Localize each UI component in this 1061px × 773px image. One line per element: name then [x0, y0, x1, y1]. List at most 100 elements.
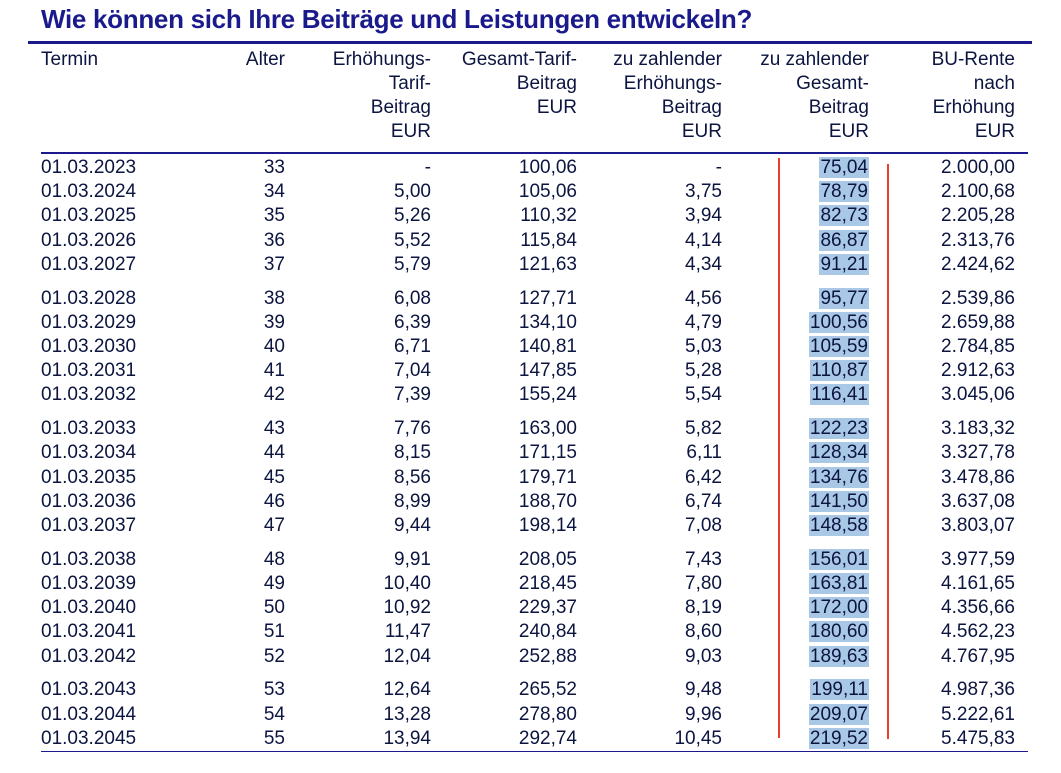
table-row: 01.03.2038 48 9,91 208,05 7,43 156,01 3.977,59 [0, 548, 1061, 572]
table-row: 01.03.2030 40 6,71 140,81 5,03 105,59 2.784,85 [0, 335, 1061, 359]
cell-zu-zahlender-gesamt-beitrag: 78,79 [819, 180, 869, 204]
highlighted-value: 86,87 [819, 230, 869, 251]
highlighted-value: 209,07 [809, 704, 869, 725]
table-row: 01.03.2033 43 7,76 163,00 5,82 122,23 3.183,32 [0, 417, 1061, 441]
highlighted-value: 141,50 [809, 491, 869, 512]
cell-bu-rente: 3.803,07 [941, 514, 1015, 538]
cell-zu-zahlender-gesamt-beitrag: 199,11 [810, 678, 869, 702]
cell-erhoehungs-tarif-beitrag: - [425, 156, 431, 180]
table-row: 01.03.2039 49 10,40 218,45 7,80 163,81 4.161,6… [0, 572, 1061, 596]
cell-gesamt-tarif-beitrag: 115,84 [520, 229, 577, 253]
highlighted-value: 199,11 [810, 679, 869, 700]
cell-termin: 01.03.2024 [41, 180, 136, 204]
table-row: 01.03.2031 41 7,04 147,85 5,28 110,87 2.912,63 [0, 359, 1061, 383]
highlighted-value: 91,21 [819, 254, 869, 275]
cell-bu-rente: 2.784,85 [941, 335, 1015, 359]
cell-bu-rente: 2.659,88 [941, 311, 1015, 335]
cell-zu-zahlender-erhoehungs-beitrag: 9,96 [685, 703, 722, 727]
header-erhoehungs-tarif-beitrag: Erhöhungs- Tarif- Beitrag EUR [333, 48, 431, 144]
cell-bu-rente: 2.424,62 [941, 253, 1015, 277]
red-annotation-line-left [778, 158, 780, 738]
highlighted-value: 100,56 [809, 312, 869, 333]
cell-erhoehungs-tarif-beitrag: 10,92 [383, 596, 431, 620]
cell-gesamt-tarif-beitrag: 188,70 [519, 490, 577, 514]
header-line: Beitrag [333, 96, 431, 120]
header-line: zu zahlender [613, 48, 722, 72]
cell-erhoehungs-tarif-beitrag: 9,44 [394, 514, 431, 538]
cell-termin: 01.03.2025 [41, 204, 136, 228]
cell-erhoehungs-tarif-beitrag: 8,56 [394, 466, 431, 490]
table-bottom-rule [41, 751, 1028, 752]
cell-alter: 38 [264, 287, 285, 311]
highlighted-value: 172,00 [809, 597, 869, 618]
cell-termin: 01.03.2044 [41, 703, 136, 727]
red-annotation-line-right [887, 164, 889, 739]
cell-zu-zahlender-gesamt-beitrag: 100,56 [809, 311, 869, 335]
cell-alter: 48 [264, 548, 285, 572]
cell-zu-zahlender-erhoehungs-beitrag: 7,08 [685, 514, 722, 538]
cell-zu-zahlender-gesamt-beitrag: 91,21 [819, 253, 869, 277]
cell-alter: 40 [264, 335, 285, 359]
cell-erhoehungs-tarif-beitrag: 8,99 [394, 490, 431, 514]
cell-alter: 45 [264, 466, 285, 490]
cell-erhoehungs-tarif-beitrag: 6,71 [394, 335, 431, 359]
cell-erhoehungs-tarif-beitrag: 10,40 [383, 572, 431, 596]
cell-zu-zahlender-gesamt-beitrag: 105,59 [809, 335, 869, 359]
table-row: 01.03.2026 36 5,52 115,84 4,14 86,87 2.313,76 [0, 229, 1061, 253]
cell-termin: 01.03.2027 [41, 253, 136, 277]
highlighted-value: 75,04 [819, 157, 869, 178]
table-row: 01.03.2025 35 5,26 110,32 3,94 82,73 2.205,28 [0, 204, 1061, 228]
cell-alter: 36 [264, 229, 285, 253]
table-row: 01.03.2045 55 13,94 292,74 10,45 219,52 5.475,… [0, 727, 1061, 751]
highlighted-value: 78,79 [819, 181, 869, 202]
highlighted-value: 156,01 [809, 549, 869, 570]
table-row: 01.03.2044 54 13,28 278,80 9,96 209,07 5.222,6… [0, 703, 1061, 727]
cell-bu-rente: 5.222,61 [941, 703, 1015, 727]
cell-gesamt-tarif-beitrag: 134,10 [519, 311, 577, 335]
cell-gesamt-tarif-beitrag: 179,71 [519, 466, 577, 490]
cell-zu-zahlender-erhoehungs-beitrag: - [716, 156, 722, 180]
cell-zu-zahlender-erhoehungs-beitrag: 7,43 [685, 548, 722, 572]
cell-alter: 53 [264, 678, 285, 702]
cell-erhoehungs-tarif-beitrag: 5,79 [394, 253, 431, 277]
highlighted-value: 134,76 [809, 467, 869, 488]
cell-gesamt-tarif-beitrag: 229,37 [519, 596, 577, 620]
cell-termin: 01.03.2033 [41, 417, 136, 441]
cell-erhoehungs-tarif-beitrag: 8,15 [394, 441, 431, 465]
cell-bu-rente: 3.637,08 [941, 490, 1015, 514]
cell-gesamt-tarif-beitrag: 171,15 [519, 441, 577, 465]
table-row: 01.03.2041 51 11,47 240,84 8,60 180,60 4.562,2… [0, 620, 1061, 644]
highlighted-value: 128,34 [809, 442, 869, 463]
cell-zu-zahlender-erhoehungs-beitrag: 4,56 [685, 287, 722, 311]
highlighted-value: 180,60 [809, 621, 869, 642]
cell-zu-zahlender-erhoehungs-beitrag: 5,82 [685, 417, 722, 441]
cell-gesamt-tarif-beitrag: 265,52 [519, 678, 577, 702]
cell-bu-rente: 2.912,63 [941, 359, 1015, 383]
cell-termin: 01.03.2039 [41, 572, 136, 596]
cell-erhoehungs-tarif-beitrag: 5,52 [394, 229, 431, 253]
cell-gesamt-tarif-beitrag: 100,06 [519, 156, 577, 180]
cell-zu-zahlender-erhoehungs-beitrag: 8,19 [685, 596, 722, 620]
cell-gesamt-tarif-beitrag: 147,85 [519, 359, 577, 383]
highlighted-value: 110,87 [810, 360, 869, 381]
cell-zu-zahlender-gesamt-beitrag: 82,73 [819, 204, 869, 228]
cell-alter: 51 [264, 620, 285, 644]
table-row: 01.03.2035 45 8,56 179,71 6,42 134,76 3.478,86 [0, 466, 1061, 490]
cell-termin: 01.03.2045 [41, 727, 136, 751]
header-line: Tarif- [333, 72, 431, 96]
cell-alter: 50 [264, 596, 285, 620]
header-line: EUR [333, 120, 431, 144]
header-line: EUR [462, 96, 577, 120]
cell-zu-zahlender-erhoehungs-beitrag: 6,74 [685, 490, 722, 514]
cell-termin: 01.03.2032 [41, 383, 136, 407]
cell-zu-zahlender-gesamt-beitrag: 148,58 [809, 514, 869, 538]
cell-zu-zahlender-erhoehungs-beitrag: 5,03 [685, 335, 722, 359]
highlighted-value: 163,81 [809, 573, 869, 594]
cell-zu-zahlender-gesamt-beitrag: 209,07 [809, 703, 869, 727]
highlighted-value: 219,52 [809, 728, 869, 749]
cell-zu-zahlender-erhoehungs-beitrag: 8,60 [685, 620, 722, 644]
cell-termin: 01.03.2040 [41, 596, 136, 620]
table-row: 01.03.2037 47 9,44 198,14 7,08 148,58 3.803,07 [0, 514, 1061, 538]
cell-alter: 39 [264, 311, 285, 335]
cell-zu-zahlender-gesamt-beitrag: 141,50 [809, 490, 869, 514]
